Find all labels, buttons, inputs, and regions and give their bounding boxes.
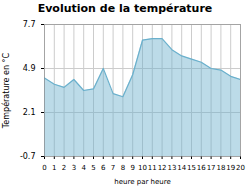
svg-text:7.7: 7.7: [23, 20, 36, 29]
svg-text:12: 12: [158, 164, 167, 172]
svg-text:0: 0: [42, 164, 46, 172]
svg-text:11: 11: [148, 164, 157, 172]
svg-text:16: 16: [197, 164, 206, 172]
svg-text:2.1: 2.1: [23, 108, 36, 117]
svg-text:3: 3: [72, 164, 76, 172]
svg-text:4.9: 4.9: [23, 64, 36, 73]
svg-text:heure par heure: heure par heure: [114, 178, 170, 186]
html-text:Evolution de la température: Evolution de la température: [37, 2, 213, 15]
svg-text:9: 9: [130, 164, 134, 172]
svg-text:15: 15: [187, 164, 196, 172]
svg-text:13: 13: [167, 164, 176, 172]
svg-text:8: 8: [121, 164, 125, 172]
svg-text:19: 19: [226, 164, 235, 172]
svg-text:10: 10: [138, 164, 147, 172]
svg-text:7: 7: [111, 164, 115, 172]
svg-text:-0.7: -0.7: [20, 152, 36, 161]
svg-text:5: 5: [91, 164, 95, 172]
svg-text:4: 4: [81, 164, 86, 172]
svg-text:1: 1: [52, 164, 56, 172]
svg-text:20: 20: [236, 164, 245, 172]
svg-text:2: 2: [62, 164, 66, 172]
svg-text:6: 6: [101, 164, 106, 172]
svg-text:14: 14: [177, 164, 186, 172]
svg-text:18: 18: [216, 164, 225, 172]
svg-text:17: 17: [207, 164, 216, 172]
svg-text:Température en °C: Température en °C: [1, 52, 11, 129]
